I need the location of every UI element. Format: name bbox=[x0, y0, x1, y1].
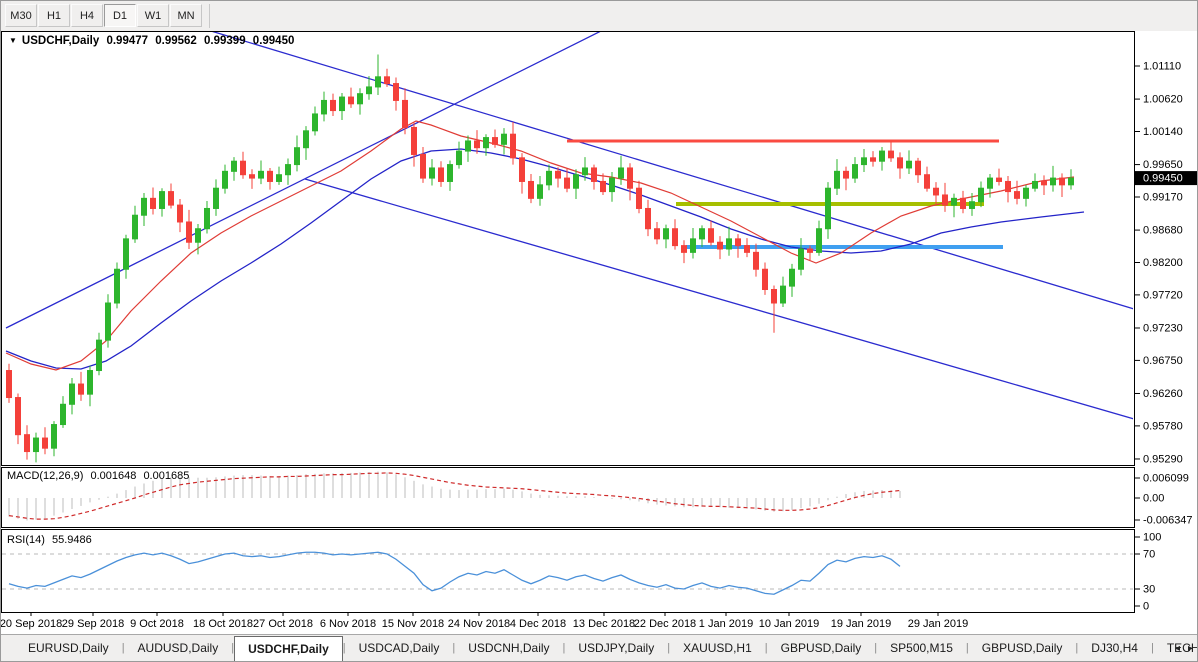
svg-text:0.96260: 0.96260 bbox=[1143, 388, 1183, 400]
svg-text:1.00620: 1.00620 bbox=[1143, 94, 1183, 106]
svg-text:27 Oct 2018: 27 Oct 2018 bbox=[253, 618, 313, 630]
timeframe-toolbar: M30 H1 H4 D1 W1 MN bbox=[1, 1, 1197, 30]
svg-text:100: 100 bbox=[1143, 532, 1161, 544]
timeframe-button-h4[interactable]: H4 bbox=[71, 4, 103, 27]
svg-text:0.95780: 0.95780 bbox=[1143, 420, 1183, 432]
symbol-tab-usdjpy-5[interactable]: USDJPY,Daily bbox=[578, 641, 655, 655]
symbol-tab-usdcad-3[interactable]: USDCAD,Daily bbox=[358, 641, 440, 655]
svg-text:0.97720: 0.97720 bbox=[1143, 289, 1183, 301]
svg-text:0.00: 0.00 bbox=[1143, 493, 1164, 505]
svg-text:18 Oct 2018: 18 Oct 2018 bbox=[193, 618, 253, 630]
symbol-tab-dj30-10[interactable]: DJ30,H4 bbox=[1091, 641, 1138, 655]
trendline-channel-lower[interactable] bbox=[304, 178, 1134, 420]
svg-text:4 Dec 2018: 4 Dec 2018 bbox=[510, 618, 566, 630]
symbol-tab-tech100-11[interactable]: TECH100,H1 bbox=[1166, 641, 1197, 655]
tab-scroll-right-icon[interactable]: ▸ bbox=[1187, 643, 1193, 654]
tab-scroll-left-icon[interactable]: ◂ bbox=[1174, 643, 1180, 654]
tab-separator: | bbox=[1075, 642, 1079, 654]
tab-separator: | bbox=[121, 642, 125, 654]
svg-text:6 Nov 2018: 6 Nov 2018 bbox=[320, 618, 376, 630]
rsi-layer bbox=[2, 551, 1133, 595]
svg-text:0.006099: 0.006099 bbox=[1143, 473, 1189, 485]
timeframe-button-h1[interactable]: H1 bbox=[38, 4, 70, 27]
tab-separator: | bbox=[764, 642, 768, 654]
svg-text:70: 70 bbox=[1143, 549, 1155, 561]
symbol-tab-gbpusd-9[interactable]: GBPUSD,Daily bbox=[981, 641, 1063, 655]
svg-text:0.99170: 0.99170 bbox=[1143, 191, 1183, 203]
tab-separator: | bbox=[342, 642, 346, 654]
svg-text:13 Dec 2018: 13 Dec 2018 bbox=[573, 618, 635, 630]
svg-text:0.96750: 0.96750 bbox=[1143, 355, 1183, 367]
svg-text:20 Sep 2018: 20 Sep 2018 bbox=[1, 618, 62, 630]
svg-text:1.01110: 1.01110 bbox=[1143, 61, 1181, 73]
svg-text:29 Sep 2018: 29 Sep 2018 bbox=[62, 618, 124, 630]
symbol-tab-eurusd-0[interactable]: EURUSD,Daily bbox=[28, 641, 109, 655]
macd-layer bbox=[8, 471, 901, 521]
tab-separator: | bbox=[667, 642, 671, 654]
svg-text:-0.006347: -0.006347 bbox=[1143, 515, 1193, 527]
tab-scroll-arrows: ◂ ▸ bbox=[1174, 635, 1193, 661]
svg-text:15 Nov 2018: 15 Nov 2018 bbox=[382, 618, 444, 630]
current-price-value: 0.99450 bbox=[1143, 173, 1183, 185]
symbol-tab-usdcnh-4[interactable]: USDCNH,Daily bbox=[468, 641, 550, 655]
svg-text:1.00140: 1.00140 bbox=[1143, 126, 1183, 138]
timeframe-button-m30[interactable]: M30 bbox=[5, 4, 37, 27]
svg-text:10 Jan 2019: 10 Jan 2019 bbox=[759, 618, 820, 630]
symbol-tab-audusd-1[interactable]: AUDUSD,Daily bbox=[137, 641, 219, 655]
trendline-rising-support[interactable] bbox=[5, 31, 601, 329]
symbol-tab-xauusd-6[interactable]: XAUUSD,H1 bbox=[683, 641, 752, 655]
trendline-channel-upper[interactable] bbox=[211, 31, 1134, 310]
tab-separator: | bbox=[562, 642, 566, 654]
tab-separator: | bbox=[874, 642, 878, 654]
date-axis: 20 Sep 2018 29 Sep 2018 9 Oct 2018 18 Oct 2… bbox=[1, 612, 969, 630]
svg-text:0.98680: 0.98680 bbox=[1143, 225, 1183, 237]
price-axis: 1.01110 1.00620 1.00140 0.99650 0.99170 0.986… bbox=[1134, 61, 1197, 613]
tab-separator: | bbox=[231, 642, 235, 654]
svg-text:0.98200: 0.98200 bbox=[1143, 257, 1183, 269]
symbol-tab-sp500-8[interactable]: SP500,M15 bbox=[890, 641, 953, 655]
ma-fast-line bbox=[5, 120, 1075, 371]
svg-text:24 Nov 2018: 24 Nov 2018 bbox=[448, 618, 510, 630]
svg-text:22 Dec 2018: 22 Dec 2018 bbox=[634, 618, 696, 630]
timeframe-button-w1[interactable]: W1 bbox=[137, 4, 169, 27]
toolbar-separator bbox=[209, 3, 210, 28]
tab-separator: | bbox=[1150, 642, 1154, 654]
tab-separator: | bbox=[965, 642, 969, 654]
macd-pane[interactable] bbox=[1, 467, 1135, 528]
svg-text:9 Oct 2018: 9 Oct 2018 bbox=[130, 618, 184, 630]
timeframe-button-d1[interactable]: D1 bbox=[104, 4, 136, 27]
current-price-box bbox=[1135, 171, 1197, 186]
macd-signal-line bbox=[8, 472, 901, 520]
svg-text:0.95290: 0.95290 bbox=[1143, 453, 1183, 465]
tab-separator: | bbox=[452, 642, 456, 654]
main-pane-layers bbox=[5, 31, 1134, 463]
svg-text:0.99650: 0.99650 bbox=[1143, 159, 1183, 171]
svg-text:19 Jan 2019: 19 Jan 2019 bbox=[831, 618, 892, 630]
rsi-line bbox=[8, 551, 901, 595]
candles-layer bbox=[6, 54, 1074, 463]
rsi-pane[interactable] bbox=[1, 529, 1135, 613]
symbol-tab-gbpusd-7[interactable]: GBPUSD,Daily bbox=[780, 641, 862, 655]
symbol-tabbar: EURUSD,Daily | AUDUSD,Daily | USDCHF,Daily | U… bbox=[1, 634, 1197, 661]
svg-text:0: 0 bbox=[1143, 601, 1149, 613]
svg-text:1 Jan 2019: 1 Jan 2019 bbox=[699, 618, 753, 630]
symbol-tab-usdchf-2[interactable]: USDCHF,Daily bbox=[234, 636, 343, 661]
svg-text:29 Jan 2019: 29 Jan 2019 bbox=[908, 618, 969, 630]
timeframe-button-mn[interactable]: MN bbox=[170, 4, 202, 27]
svg-text:30: 30 bbox=[1143, 584, 1155, 596]
svg-text:0.97230: 0.97230 bbox=[1143, 322, 1183, 334]
